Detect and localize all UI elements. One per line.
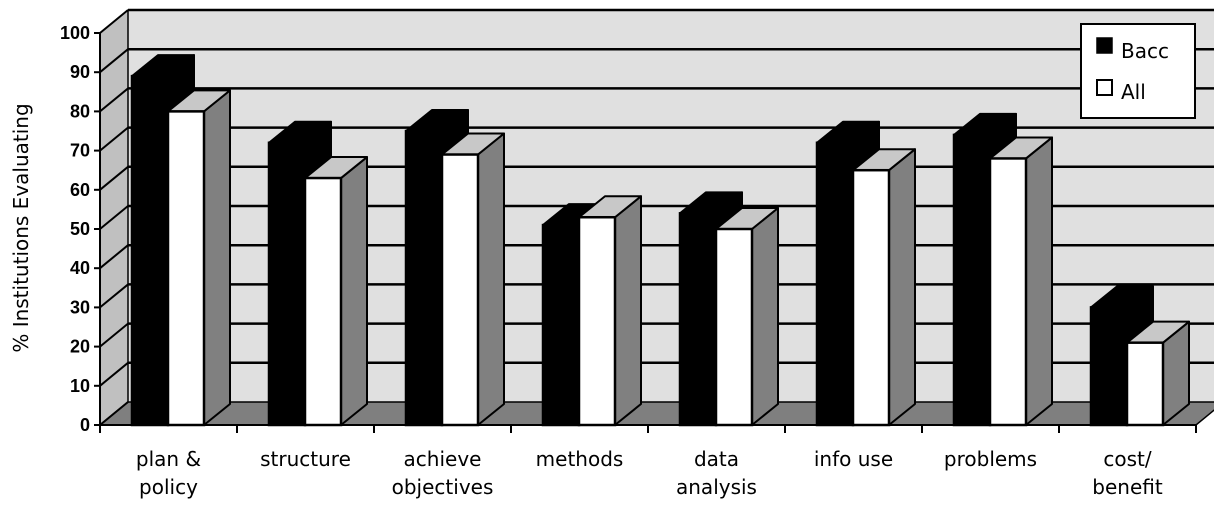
bar-front xyxy=(166,110,206,427)
bar-all xyxy=(714,207,779,427)
wall-gridline xyxy=(99,205,129,230)
bar-front xyxy=(1125,341,1165,427)
bar-front xyxy=(267,141,307,427)
category-label: problems xyxy=(944,447,1037,471)
bar-all xyxy=(440,132,505,427)
category-label: data analysis xyxy=(676,447,757,499)
bar-all xyxy=(166,89,231,427)
category-label: methods xyxy=(536,447,624,471)
y-tick-label: 10 xyxy=(70,376,90,396)
category-label: plan & policy xyxy=(136,447,201,499)
category-label: achieve objectives xyxy=(392,447,494,499)
bar-front xyxy=(988,157,1028,427)
y-tick-label: 70 xyxy=(70,141,90,161)
category-label: structure xyxy=(260,447,351,471)
bar-front xyxy=(303,176,343,427)
bar-front xyxy=(851,168,891,427)
legend-label-bacc: Bacc xyxy=(1121,39,1169,63)
wall-gridline xyxy=(99,166,129,191)
bar-all xyxy=(577,195,642,427)
y-tick-labels: 0 10 20 30 40 50 60 70 80 90 100 xyxy=(60,23,90,435)
category-labels: plan & policy structure achieve objectives me… xyxy=(136,447,1163,499)
wall-gridline xyxy=(99,48,129,73)
legend: Bacc All xyxy=(1080,23,1196,119)
bar-side xyxy=(751,207,779,426)
y-tick-label: 0 xyxy=(80,415,90,435)
bar-all xyxy=(1125,320,1190,427)
bar-front xyxy=(577,215,617,427)
bar-front xyxy=(1089,306,1129,427)
y-tick-label: 60 xyxy=(70,180,90,200)
y-tick-label: 50 xyxy=(70,219,90,239)
bar-front xyxy=(404,129,444,427)
bar-side xyxy=(340,156,368,426)
bar-all xyxy=(303,156,368,427)
wall-gridline xyxy=(99,283,129,309)
y-tick-label: 40 xyxy=(70,258,90,278)
bar-front xyxy=(440,153,480,427)
legend-swatch-bacc xyxy=(1096,37,1113,54)
bar-all xyxy=(851,148,916,427)
bar-front xyxy=(952,133,992,427)
wall-gridline xyxy=(99,244,129,269)
wall-gridline xyxy=(99,87,129,113)
y-tick-label: 30 xyxy=(70,297,90,317)
category-label: info use xyxy=(814,447,893,471)
wall-gridline xyxy=(99,322,129,348)
bar-side xyxy=(477,132,505,426)
bar-side xyxy=(1025,136,1053,426)
bars xyxy=(130,54,1190,427)
bar-front xyxy=(678,212,718,427)
bar-front xyxy=(130,74,170,427)
wall-gridline xyxy=(99,126,129,152)
bar-side xyxy=(203,89,231,426)
wall-gridline xyxy=(99,362,129,387)
bar-all xyxy=(988,136,1053,427)
bar-front xyxy=(541,223,581,427)
bar-front xyxy=(714,227,754,427)
bar-side xyxy=(614,195,642,426)
legend-swatch-all xyxy=(1096,79,1113,96)
y-axis-title: % Institutions Evaluating xyxy=(9,103,33,352)
y-tick-label: 90 xyxy=(70,62,90,82)
wall-gridline xyxy=(99,9,129,34)
bar-front xyxy=(815,141,855,427)
y-tick-label: 20 xyxy=(70,337,90,357)
wall-gridline xyxy=(99,401,129,426)
legend-label-all: All xyxy=(1121,80,1146,104)
y-tick-label: 80 xyxy=(70,101,90,121)
category-label: cost/benefit xyxy=(1092,447,1163,499)
bar-side xyxy=(888,148,916,426)
y-tick-label: 100 xyxy=(60,23,90,43)
